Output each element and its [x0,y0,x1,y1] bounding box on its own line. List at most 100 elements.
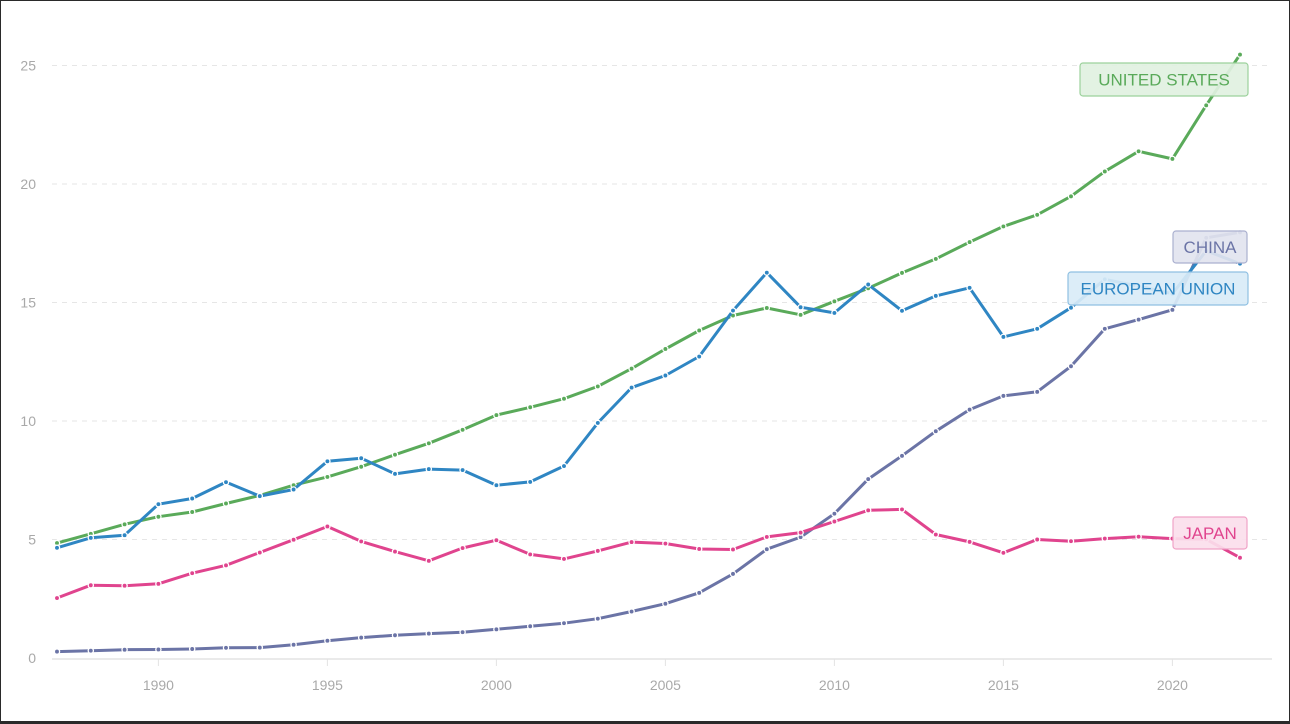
series-united-states [53,51,1244,547]
data-point-china [155,646,162,653]
data-point-japan [1033,536,1041,543]
data-point-china [763,545,771,553]
data-point-china [357,634,365,641]
series-line-china [55,230,1242,654]
data-point-european-union [864,281,872,288]
data-point-united-states [459,426,466,434]
data-point-european-union [1000,333,1007,341]
data-point-united-states [391,451,399,458]
data-point-china [1169,306,1176,314]
data-point-china [695,589,703,597]
data-point-united-states [763,304,771,312]
y-tick-label: 10 [20,413,36,429]
data-point-european-union [831,309,838,317]
data-point-china [628,608,635,615]
data-point-china [1000,392,1007,400]
series-label-china: CHINA [1172,230,1248,264]
data-point-european-union [493,481,500,489]
data-point-united-states [898,269,906,277]
data-point-japan [1135,533,1142,540]
data-point-japan [222,562,230,569]
data-point-japan [729,546,737,553]
data-point-japan [898,506,906,513]
data-point-china [493,626,500,633]
data-point-european-union [695,353,703,360]
data-point-japan [864,507,872,514]
data-point-united-states [155,513,162,520]
data-point-european-union [898,307,906,315]
data-point-european-union [1067,304,1075,311]
data-point-united-states [797,311,804,319]
y-tick-label: 15 [20,295,36,311]
data-point-japan [256,549,264,556]
data-point-japan [87,581,95,589]
data-point-china [425,630,433,637]
data-point-united-states [121,521,128,528]
label-text-china: CHINA [1184,238,1238,257]
data-point-china [898,452,906,460]
data-point-japan [1000,549,1007,557]
series-label-european-union: EUROPEAN UNION [1067,271,1249,306]
data-point-european-union [155,500,162,508]
data-point-european-union [121,531,128,539]
data-point-european-union [594,419,602,427]
data-point-china [594,615,602,622]
data-point-european-union [222,478,230,486]
data-point-united-states [628,365,635,372]
data-point-united-states [594,383,602,390]
data-point-european-union [797,303,804,311]
data-point-european-union [526,478,534,486]
data-point-japan [831,518,838,525]
data-point-european-union [1033,325,1041,333]
series-label-japan: JAPAN [1172,516,1248,550]
data-point-japan [1236,554,1244,561]
data-point-japan [53,594,61,602]
data-point-china [324,637,331,644]
series-line-japan [55,507,1242,600]
series-label-united-states: UNITED STATES [1079,62,1249,97]
data-point-european-union [763,269,771,276]
data-point-japan [560,555,568,563]
data-point-united-states [1067,193,1075,200]
data-point-china [53,648,61,655]
data-point-china [1135,316,1142,323]
data-point-china [729,570,737,578]
data-point-united-states [831,298,838,305]
data-point-japan [493,536,500,544]
data-point-china [864,475,872,483]
data-point-japan [628,538,635,546]
data-point-united-states [493,411,500,419]
data-point-japan [324,523,331,530]
x-tick-label: 2020 [1157,677,1188,693]
data-point-japan [391,548,399,555]
data-point-japan [425,557,433,565]
data-point-china [222,644,230,652]
x-tick-label: 2000 [481,677,512,693]
data-point-china [1067,363,1075,370]
data-point-european-union [425,465,433,473]
data-point-european-union [87,534,95,542]
data-point-china [459,628,466,636]
data-point-japan [155,580,162,588]
series-group [53,51,1244,655]
data-point-united-states [1101,168,1109,175]
data-point-european-union [662,372,669,379]
data-point-japan [526,551,534,558]
data-point-european-union [628,384,635,391]
data-point-united-states [966,238,973,246]
x-tick-label: 1990 [143,677,174,693]
series-line-united-states [55,53,1242,545]
data-point-united-states [357,463,365,470]
data-point-japan [695,545,703,553]
data-point-japan [797,529,804,536]
x-tick-label: 2010 [819,677,850,693]
axes: 0 5 10 15 20 25 1990 1995 2000 2005 2010 2015 2020 [20,58,1272,693]
data-point-european-union [966,284,973,292]
data-point-china [662,600,669,607]
data-point-japan [594,547,602,555]
data-point-united-states [932,255,940,263]
data-point-european-union [391,470,399,478]
series-china [53,229,1244,655]
data-point-european-union [560,462,568,470]
